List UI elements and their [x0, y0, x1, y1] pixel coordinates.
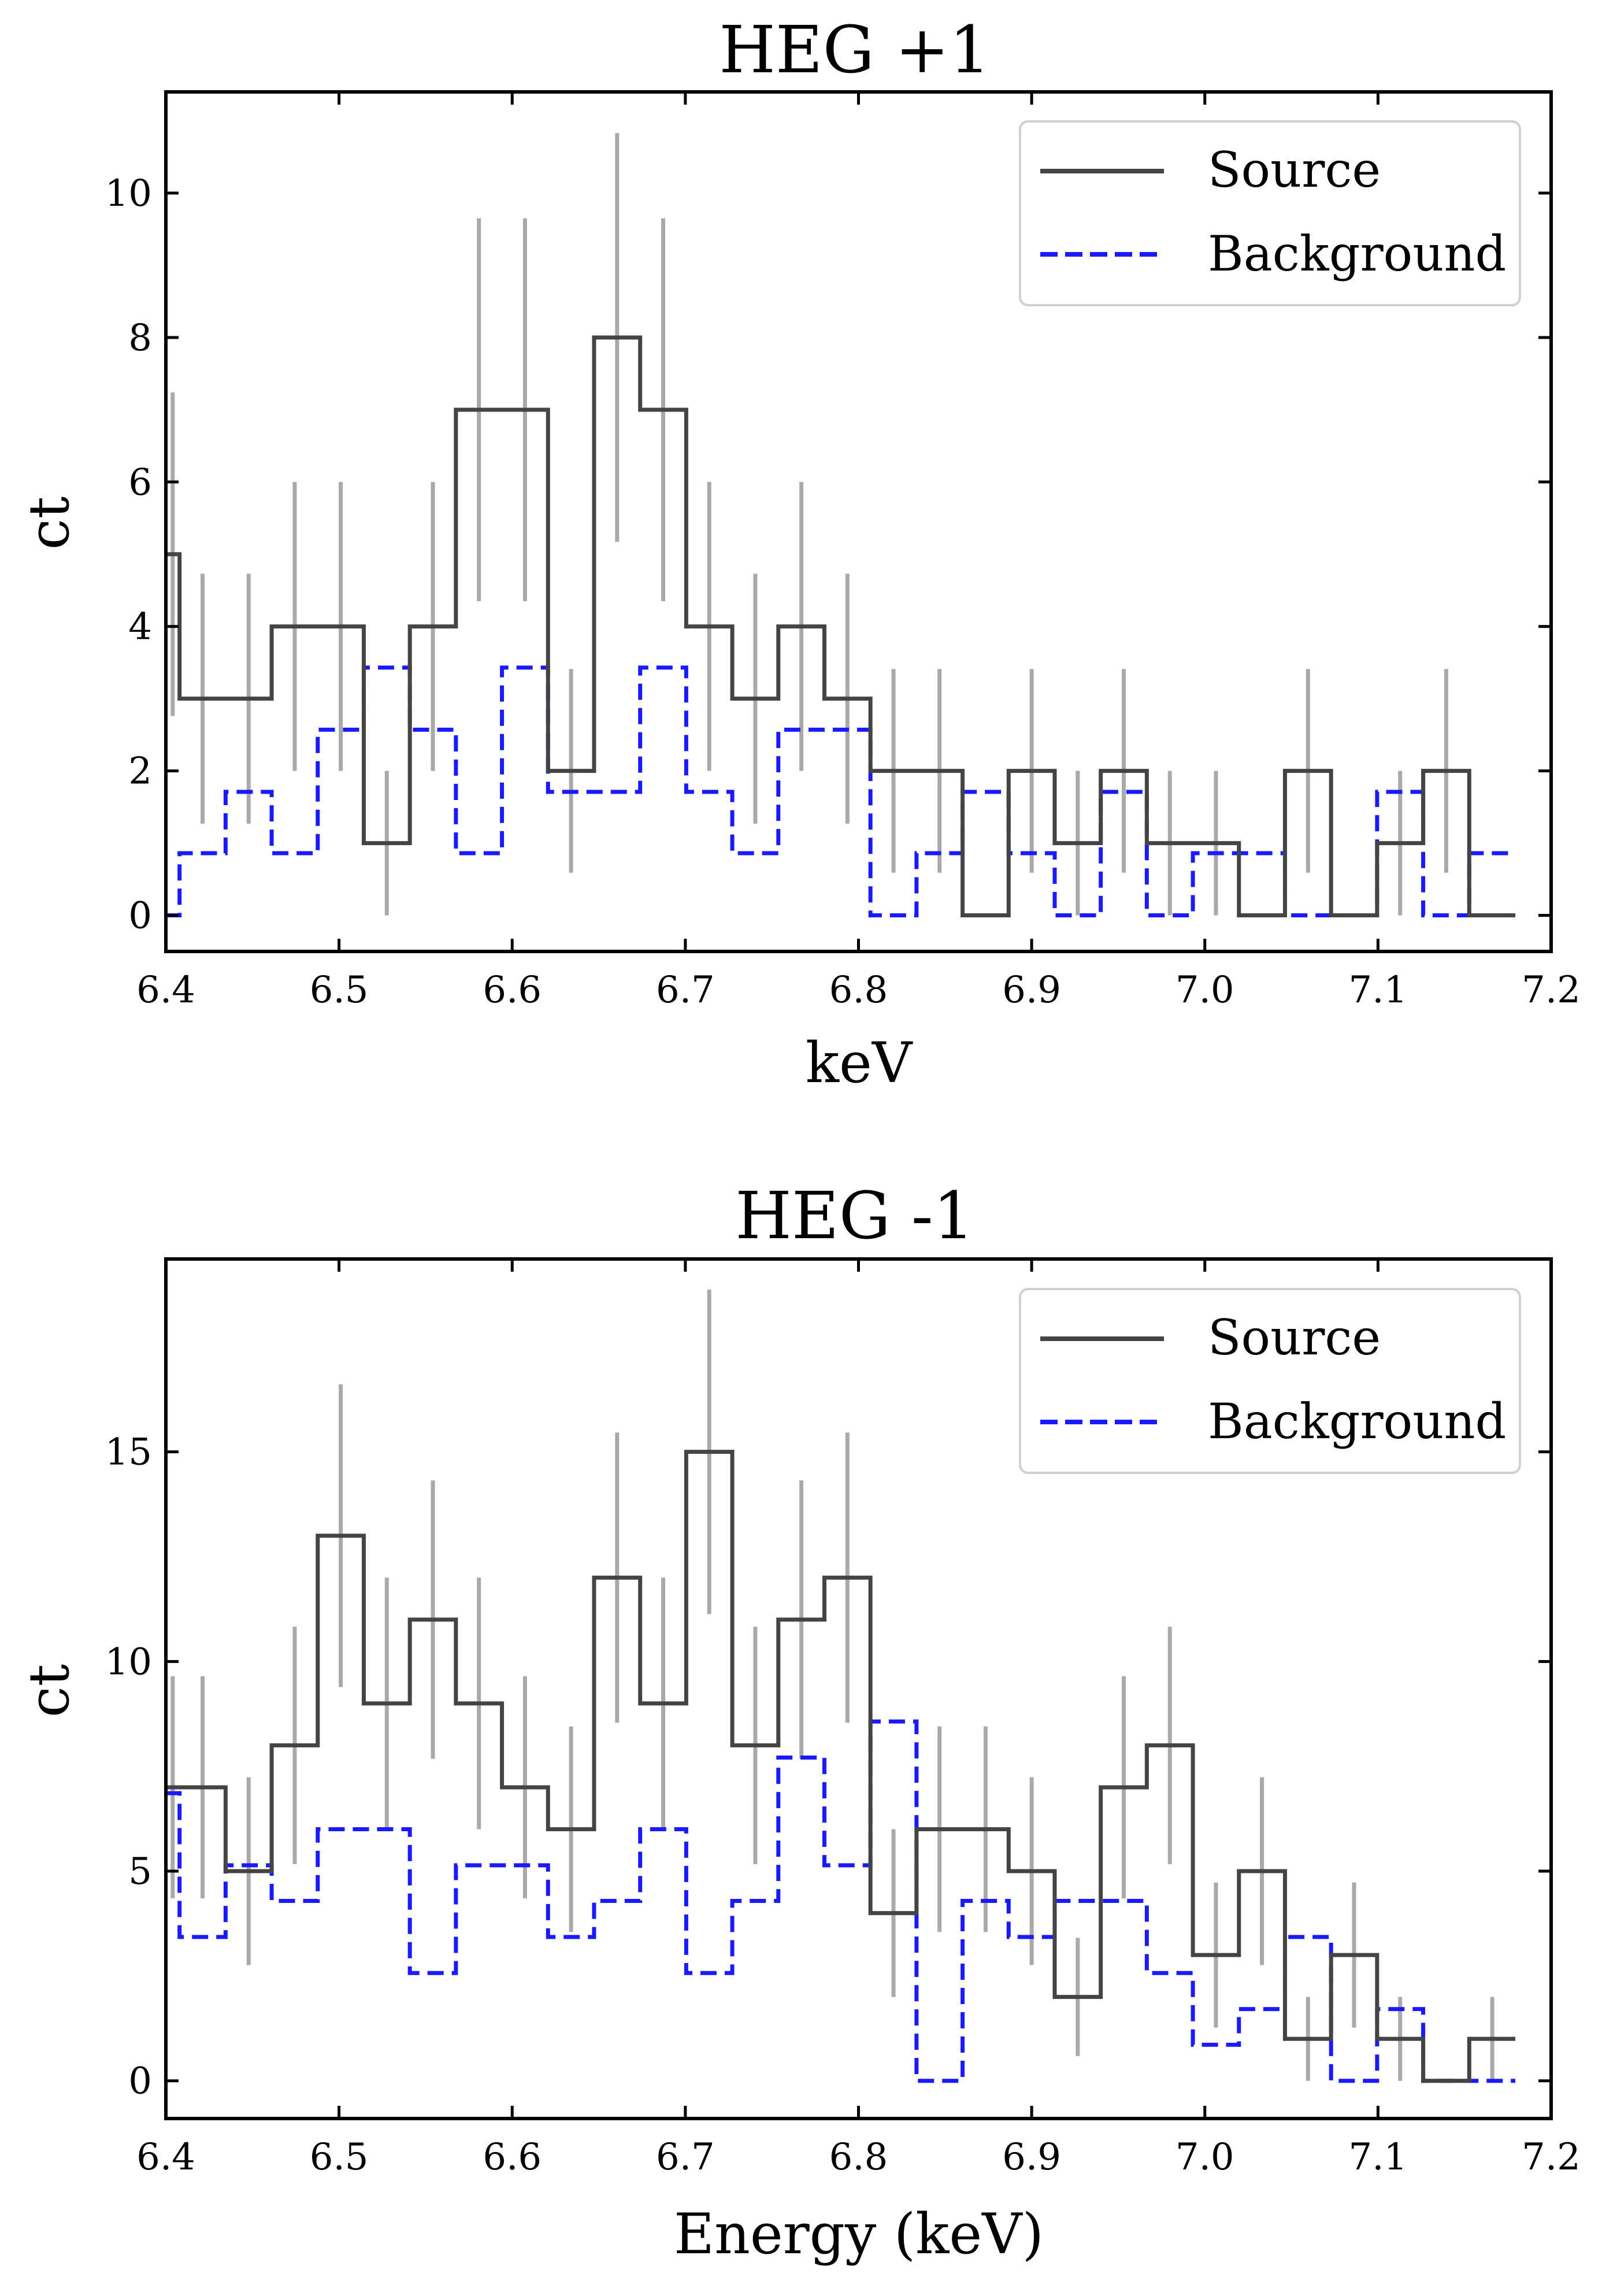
x-tick-labels: 6.4 6.5 6.6 6.7 6.8 6.9 7.0 7.1 7.2	[136, 2136, 1581, 2179]
y-tick-label: 4	[128, 606, 152, 649]
x-tick-label: 6.4	[136, 969, 195, 1012]
y-tick-label: 5	[128, 1850, 152, 1893]
y-tick-label: 0	[128, 2060, 152, 2103]
legend-background-label: Background	[1208, 225, 1506, 282]
legend: Source Background	[1019, 120, 1521, 306]
y-axis-label: ct	[17, 497, 81, 550]
y-tick-labels: 0 2 4 6 8 10	[105, 172, 152, 938]
source-series	[166, 335, 1515, 918]
x-tick-label: 6.7	[656, 969, 715, 1012]
axes-frame	[164, 1257, 1553, 2120]
x-axis-label: keV	[806, 1031, 913, 1095]
x-tick-label: 7.1	[1348, 969, 1407, 1012]
axes-frame	[164, 90, 1553, 953]
y-tick-label: 15	[105, 1431, 152, 1474]
legend-source-label: Source	[1208, 1309, 1381, 1366]
x-tick-label: 7.2	[1522, 2136, 1581, 2179]
y-tick-label: 6	[128, 461, 152, 504]
x-tick-label: 6.6	[483, 2136, 542, 2179]
y-tick-label: 10	[105, 1640, 152, 1683]
x-tick-label: 7.1	[1348, 2136, 1407, 2179]
y-tick-label: 10	[105, 172, 152, 215]
legend-box	[1019, 120, 1521, 306]
source-series	[166, 1450, 1515, 2083]
x-tick-label: 6.5	[310, 2136, 369, 2179]
x-tick-label: 7.2	[1522, 969, 1581, 1012]
panel-heg-minus1: HEG -1 6.4 6.5 6.6 6.7 6.8 6.9 7.0 7.1 7.2 0 5 10 1…	[17, 1179, 1581, 2267]
panel-heg-plus1: HEG +1 6.4 6.5 6.6 6.7 6.8 6.9 7.0 7.1 7.2 0 2 4 6 8…	[17, 13, 1581, 1095]
x-tick-labels: 6.4 6.5 6.6 6.7 6.8 6.9 7.0 7.1 7.2	[136, 969, 1581, 1012]
x-axis-label: Energy (keV)	[674, 2202, 1044, 2267]
x-tick-label: 6.8	[829, 969, 888, 1012]
x-tick-label: 7.0	[1175, 2136, 1234, 2179]
x-tick-label: 6.8	[829, 2136, 888, 2179]
x-tick-label: 6.6	[483, 969, 542, 1012]
legend-box	[1019, 1288, 1521, 1474]
legend: Source Background	[1019, 1288, 1521, 1474]
chart-title: HEG -1	[735, 1179, 974, 1254]
x-tick-label: 7.0	[1175, 969, 1234, 1012]
y-tick-label: 8	[128, 317, 152, 360]
x-tick-label: 6.9	[1002, 969, 1061, 1012]
y-tick-labels: 0 5 10 15	[105, 1431, 152, 2103]
x-tick-label: 6.9	[1002, 2136, 1061, 2179]
y-axis-label: ct	[17, 1664, 81, 1717]
y-tick-label: 2	[128, 750, 152, 793]
x-tick-label: 6.5	[310, 969, 369, 1012]
x-tick-label: 6.7	[656, 2136, 715, 2179]
legend-source-label: Source	[1208, 142, 1381, 198]
legend-background-label: Background	[1208, 1393, 1506, 1450]
y-tick-label: 0	[128, 895, 152, 938]
x-tick-label: 6.4	[136, 2136, 195, 2179]
background-series	[166, 1719, 1515, 2083]
chart-title: HEG +1	[719, 13, 991, 88]
